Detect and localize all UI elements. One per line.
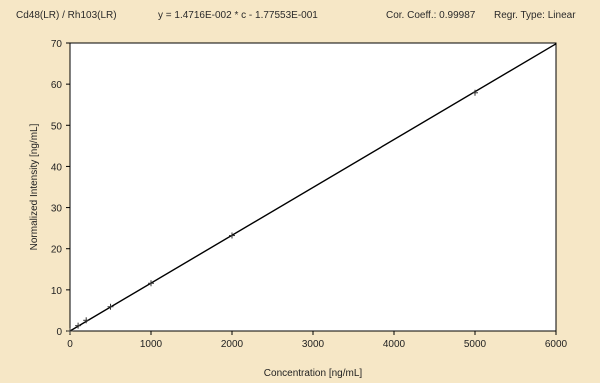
data-point: [229, 232, 235, 239]
y-tick-label: 50: [51, 121, 63, 132]
data-point: [472, 89, 478, 96]
x-tick-label: 4000: [383, 339, 406, 350]
isotope-ratio-label: Cd48(LR) / Rh103(LR): [16, 10, 117, 21]
data-point: [83, 317, 90, 324]
x-axis: 0 1000 2000 3000 4000 5000 6000: [67, 331, 568, 350]
x-tick-label: 2000: [221, 339, 244, 350]
correlation-coefficient: Cor. Coeff.: 0.99987: [386, 10, 476, 21]
data-point: [148, 280, 154, 287]
data-point: [107, 303, 114, 310]
x-tick-label: 6000: [545, 339, 568, 350]
x-tick-label: 0: [67, 339, 73, 350]
y-tick-label: 40: [51, 162, 63, 173]
y-tick-label: 10: [51, 286, 63, 297]
x-tick-label: 5000: [464, 339, 487, 350]
x-tick-label: 3000: [302, 339, 325, 350]
y-tick-label: 70: [51, 39, 63, 50]
regression-type: Regr. Type: Linear: [494, 10, 576, 21]
x-tick-label: 1000: [140, 339, 163, 350]
y-tick-label: 30: [51, 204, 63, 215]
data-point: [67, 328, 73, 334]
calibration-header: Cd48(LR) / Rh103(LR) y = 1.4716E-002 * c…: [10, 6, 592, 28]
y-tick-label: 60: [51, 80, 63, 91]
y-axis-label: Normalized Intensity [ng/mL]: [29, 123, 40, 250]
y-axis: 0 10 20 30 40 50 60 70: [51, 39, 70, 338]
y-tick-label: 20: [51, 245, 63, 256]
y-tick-label: 0: [56, 327, 62, 338]
x-axis-label: Concentration [ng/mL]: [264, 368, 363, 379]
regression-equation: y = 1.4716E-002 * c - 1.77553E-001: [158, 10, 318, 21]
data-points: [67, 89, 478, 334]
data-point: [75, 322, 82, 329]
